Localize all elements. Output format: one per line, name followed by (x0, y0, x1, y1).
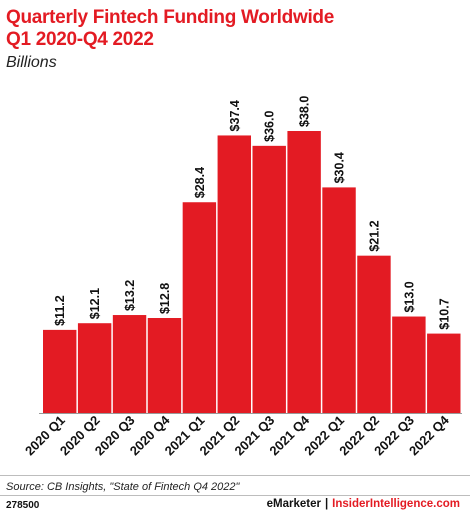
bar-value-label: $21.2 (367, 220, 381, 251)
bar-2020-q3 (112, 315, 147, 413)
bar-2021-q3 (252, 145, 286, 413)
brand-insider: InsiderIntelligence.com (332, 498, 460, 510)
bar-2022-q3 (392, 316, 426, 413)
chart-title: Quarterly Fintech Funding Worldwide Q1 2… (6, 7, 446, 51)
bar-value-label: $36.0 (263, 111, 277, 142)
bar-value-label: $28.4 (193, 167, 207, 198)
bar-value-label: $13.0 (402, 281, 416, 312)
bar-2021-q4 (287, 131, 321, 413)
bar-value-label: $37.4 (228, 100, 242, 131)
brand-emarketer: eMarketer (266, 498, 321, 510)
bar-value-label: $38.0 (298, 96, 312, 127)
bar-value-label: $12.1 (88, 288, 102, 319)
brand-logo: eMarketer | InsiderIntelligence.com (267, 498, 460, 510)
bar-2022-q1 (322, 187, 356, 413)
bar-2020-q4 (147, 318, 182, 413)
chart-subtitle: Billions (6, 54, 57, 71)
chart-id: 278500 (6, 500, 40, 511)
bar-2022-q2 (357, 255, 391, 413)
bar-2022-q4 (427, 333, 461, 413)
brand-separator: | (324, 498, 329, 510)
bar-value-label: $11.2 (53, 295, 67, 326)
title-line-1: Quarterly Fintech Funding Worldwide (6, 7, 334, 28)
source-note: Source: CB Insights, "State of Fintech Q… (6, 481, 240, 493)
footer-top-rule (0, 475, 470, 476)
bar-2020-q2 (77, 323, 112, 413)
bar-value-label: $13.2 (123, 280, 137, 311)
title-line-2: Q1 2020-Q4 2022 (6, 29, 154, 50)
footer-bottom-rule (0, 495, 470, 496)
bar-value-label: $30.4 (333, 152, 347, 183)
bar-2020-q1 (43, 329, 77, 413)
x-tick-label: 2022 Q4 (406, 412, 452, 458)
bar-2021-q2 (217, 135, 251, 413)
bar-value-label: $10.7 (437, 298, 451, 329)
bar-2021-q1 (182, 202, 217, 413)
bar-value-label: $12.8 (158, 283, 172, 314)
